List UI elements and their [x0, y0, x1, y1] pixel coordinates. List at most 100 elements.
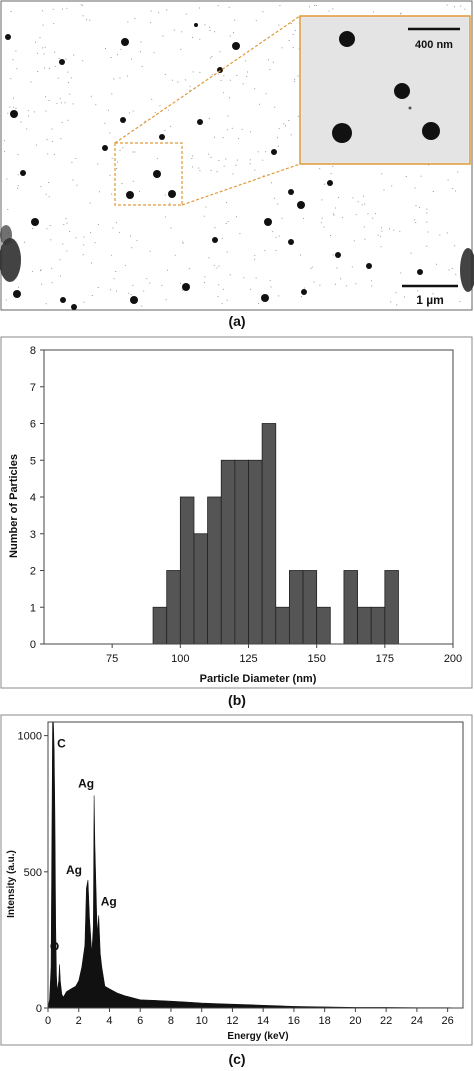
speckle: [46, 139, 48, 141]
speckle: [58, 58, 60, 60]
speckle: [54, 66, 56, 67]
speckle: [156, 158, 158, 160]
speckle: [71, 162, 73, 163]
particle: [264, 218, 272, 226]
particle: [20, 170, 26, 176]
speckle: [254, 169, 256, 171]
speckle: [18, 286, 20, 288]
speckle: [164, 216, 166, 218]
speckle: [294, 30, 296, 32]
particle: [182, 283, 190, 291]
particle: [197, 119, 203, 125]
speckle: [227, 115, 229, 117]
speckle: [50, 239, 52, 241]
histogram-bar: [370, 606, 386, 645]
speckle: [128, 292, 130, 294]
speckle: [321, 199, 323, 201]
speckle: [405, 176, 407, 177]
particle: [71, 304, 77, 310]
speckle: [86, 19, 88, 21]
speckle: [67, 71, 69, 73]
histogram-bar: [288, 570, 304, 645]
speckle: [83, 301, 85, 303]
eds-plot-frame: [47, 721, 464, 1009]
speckle: [400, 272, 402, 274]
speckle: [427, 231, 429, 233]
histogram-xtick-label: 100: [171, 653, 189, 665]
speckle: [232, 173, 234, 175]
speckle: [15, 107, 17, 109]
speckle: [130, 294, 132, 296]
eds-xlabel: Energy (keV): [227, 1031, 288, 1042]
speckle: [72, 103, 74, 105]
eds-ytick-label: 500: [24, 867, 42, 879]
speckle: [281, 217, 283, 219]
speckle: [17, 154, 19, 156]
speckle: [333, 214, 335, 216]
speckle: [228, 6, 230, 8]
histogram-bar: [207, 496, 222, 645]
speckle: [90, 231, 92, 233]
speckle: [44, 46, 46, 48]
histogram-chart: 0 1 2 3 4 5 6 7 8 75 100 125 150 175 200 Particle Diam…: [0, 336, 473, 689]
speckle: [198, 167, 200, 169]
speckle: [66, 7, 68, 9]
speckle: [451, 268, 453, 269]
speckle: [75, 237, 77, 239]
speckle: [192, 166, 194, 168]
main-scale-label: 1 µm: [416, 293, 444, 307]
eds-xtick-label: 4: [106, 1015, 112, 1027]
speckle: [268, 59, 269, 61]
speckle: [218, 284, 220, 286]
speckle: [164, 74, 166, 75]
particle: [126, 191, 134, 199]
speckle: [277, 145, 279, 147]
speckle: [210, 156, 212, 158]
speckle: [122, 147, 124, 149]
caption-a: (a): [228, 313, 246, 329]
speckle: [199, 170, 201, 172]
eds-xtick-label: 0: [45, 1015, 51, 1027]
speckle: [226, 299, 228, 301]
speckle: [149, 250, 151, 252]
speckle: [16, 68, 18, 70]
speckle: [66, 250, 68, 252]
speckle: [17, 174, 19, 176]
histogram-ytick-label: 5: [30, 455, 36, 467]
speckle: [309, 6, 310, 8]
speckle: [328, 10, 330, 12]
speckle: [364, 203, 366, 205]
speckle: [171, 79, 173, 81]
speckle: [146, 278, 148, 280]
particle: [288, 239, 294, 245]
speckle: [56, 103, 58, 105]
speckle: [60, 102, 62, 104]
speckle: [83, 244, 85, 246]
speckle: [319, 284, 321, 286]
speckle: [229, 79, 231, 81]
speckle: [59, 259, 61, 261]
speckle: [97, 287, 99, 288]
speckle: [455, 273, 457, 275]
speckle: [167, 109, 169, 111]
speckle: [61, 121, 63, 123]
speckle: [330, 235, 331, 236]
speckle: [59, 97, 61, 99]
speckle: [265, 151, 267, 153]
speckle: [319, 168, 321, 170]
speckle: [45, 303, 47, 305]
speckle: [35, 144, 37, 146]
speckle: [199, 7, 200, 9]
histogram-bar: [179, 496, 195, 645]
speckle: [140, 41, 142, 43]
speckle: [37, 71, 39, 72]
speckle: [361, 204, 363, 206]
speckle: [379, 235, 381, 237]
speckle: [192, 36, 193, 38]
speckle: [91, 262, 92, 264]
particle: [102, 145, 108, 151]
speckle: [121, 183, 123, 184]
speckle: [254, 258, 256, 260]
speckle: [143, 290, 145, 292]
histogram-bar: [316, 606, 331, 645]
